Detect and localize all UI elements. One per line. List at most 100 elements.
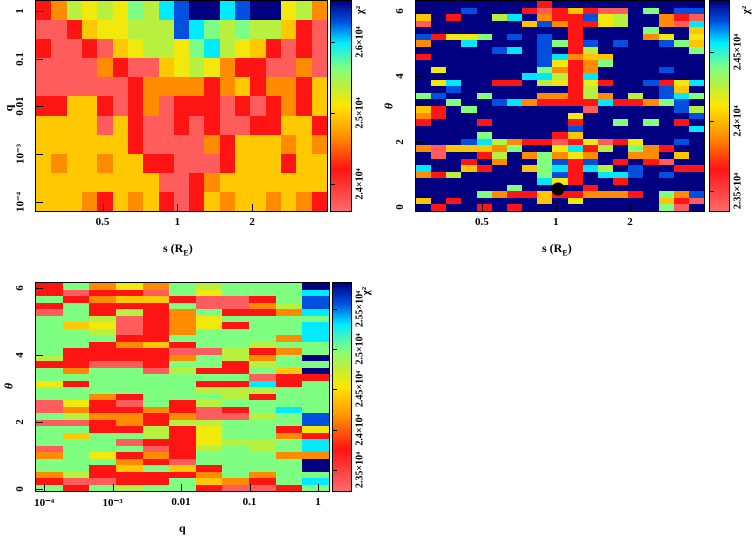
- heatmap-cell: [491, 132, 508, 140]
- heatmap-cell: [142, 419, 170, 427]
- heatmap-cell: [446, 132, 463, 140]
- heatmap-cell: [522, 66, 538, 74]
- heatmap-cell: [461, 99, 478, 107]
- heatmap-cell: [302, 452, 329, 460]
- heatmap-cell: [142, 465, 170, 473]
- heatmap-cell: [506, 132, 523, 140]
- heatmap-cell: [142, 283, 170, 291]
- heatmap-cell: [302, 341, 329, 349]
- heatmap-cell: [522, 178, 538, 186]
- heatmap-cell: [628, 92, 644, 101]
- heatmap-cell: [89, 315, 117, 323]
- y-tick-mark: [36, 106, 43, 108]
- heatmap-cell: [446, 151, 463, 160]
- heatmap-cell: [491, 178, 508, 186]
- heatmap-cell: [522, 40, 538, 48]
- heatmap-cell: [461, 112, 478, 120]
- heatmap-cell: [476, 171, 493, 179]
- heatmap-cell: [158, 134, 175, 155]
- heatmap-cell: [89, 406, 117, 414]
- heatmap-cell: [431, 86, 447, 94]
- colorbar-top-left: [330, 0, 352, 212]
- heatmap-cell: [658, 1, 675, 9]
- heatmap-cell: [522, 119, 538, 127]
- heatmap-cell: [628, 40, 644, 48]
- heatmap-cell: [302, 406, 329, 414]
- colorbar-tick-label: 2.4×10⁴: [732, 105, 744, 137]
- heatmap-cell: [127, 191, 144, 211]
- heatmap-cell: [506, 40, 523, 48]
- heatmap-cell: [275, 322, 303, 330]
- heatmap-cell: [416, 92, 432, 101]
- heatmap-cell: [506, 66, 523, 74]
- colorbar-tick-label: 2.35×10⁴: [354, 452, 366, 489]
- heatmap-cell: [491, 46, 508, 55]
- heatmap-cell: [36, 354, 64, 362]
- heatmap-cell: [416, 60, 432, 68]
- heatmap-cell: [127, 172, 144, 193]
- heatmap-cell: [506, 46, 523, 55]
- heatmap-cell: [643, 27, 660, 35]
- heatmap-cell: [36, 426, 64, 434]
- heatmap-cell: [643, 1, 660, 9]
- heatmap-cell: [461, 106, 478, 114]
- heatmap-cell: [204, 1, 221, 21]
- heatmap-cell: [36, 328, 64, 336]
- heatmap-cell: [115, 328, 144, 336]
- heatmap-cell: [461, 46, 478, 55]
- heatmap-cell: [169, 328, 197, 336]
- heatmap-cell: [416, 197, 432, 206]
- heatmap-cell: [552, 145, 569, 153]
- heatmap-cell: [476, 92, 493, 101]
- heatmap-cell: [222, 400, 250, 408]
- heatmap-cell: [491, 86, 508, 94]
- heatmap-cell: [506, 79, 523, 87]
- heatmap-cell: [169, 432, 197, 440]
- heatmap-cell: [446, 171, 463, 179]
- heatmap-cell: [219, 134, 236, 155]
- heatmap-cell: [62, 452, 90, 460]
- heatmap-cell: [302, 393, 329, 401]
- heatmap-cell: [302, 361, 329, 369]
- heatmap-cell: [158, 172, 175, 193]
- heatmap-cell: [249, 413, 277, 421]
- heatmap-cell: [506, 53, 523, 61]
- heatmap-cell: [628, 171, 644, 179]
- heatmap-cell: [476, 86, 493, 94]
- heatmap-cell: [36, 322, 64, 330]
- heatmap-cell: [597, 184, 614, 192]
- y-tick-mark: [36, 10, 43, 12]
- heatmap-cell: [89, 374, 117, 382]
- heatmap-cell: [567, 165, 584, 173]
- heatmap-cell: [673, 92, 690, 101]
- heatmap-cell: [275, 413, 303, 421]
- heatmap-cell: [446, 197, 463, 206]
- heatmap-cell: [36, 1, 52, 21]
- heatmap-cell: [537, 27, 553, 35]
- heatmap-cell: [552, 132, 569, 140]
- heatmap-cell: [51, 172, 68, 193]
- heatmap-cell: [431, 145, 447, 153]
- heatmap-cell: [36, 413, 64, 421]
- heatmap-cell: [688, 7, 704, 15]
- y-tick-mark: [36, 202, 43, 204]
- heatmap-cell: [522, 106, 538, 114]
- x-tick-label: 0.5: [95, 216, 110, 228]
- heatmap-cell: [142, 426, 170, 434]
- colorbar-top-right: [709, 0, 730, 212]
- heatmap-cell: [222, 426, 250, 434]
- heatmap-cell: [491, 151, 508, 160]
- heatmap-cell: [142, 309, 170, 317]
- heatmap-cell: [643, 99, 660, 107]
- heatmap-cell: [265, 77, 282, 98]
- heatmap-cell: [97, 191, 114, 211]
- heatmap-cell: [688, 53, 704, 61]
- heatmap-cell: [476, 73, 493, 81]
- heatmap-cell: [142, 380, 170, 388]
- heatmap-cell: [658, 40, 675, 48]
- heatmap-cell: [537, 171, 553, 179]
- heatmap-cell: [597, 178, 614, 186]
- heatmap-cell: [628, 178, 644, 186]
- heatmap-cell: [552, 46, 569, 55]
- heatmap-cell: [597, 197, 614, 206]
